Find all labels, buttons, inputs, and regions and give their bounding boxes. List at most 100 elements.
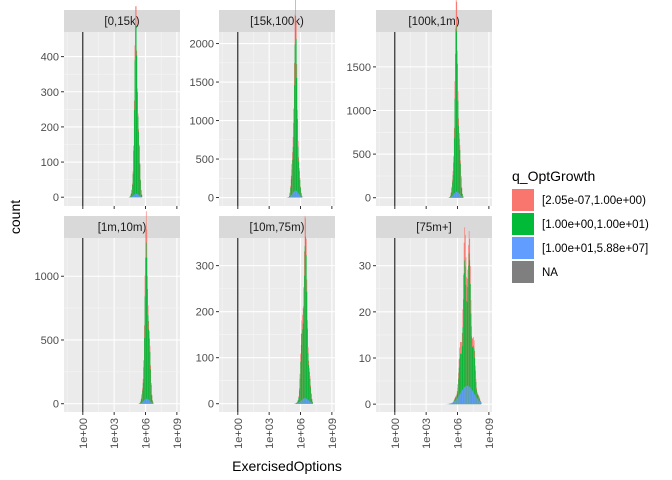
histogram-bar xyxy=(142,390,143,404)
histogram-bar xyxy=(472,391,474,405)
histogram-bar xyxy=(307,399,308,404)
histogram-bar xyxy=(305,398,307,404)
histogram-bar xyxy=(311,402,313,404)
histogram-bar xyxy=(297,191,298,198)
histogram-bar xyxy=(473,348,475,405)
histogram-bar xyxy=(469,260,471,405)
histogram-bar xyxy=(152,400,153,404)
histogram-bar xyxy=(304,398,306,404)
histogram-bar xyxy=(459,149,461,198)
histogram-bar xyxy=(471,389,472,405)
histogram-bar xyxy=(290,179,292,198)
histogram-bar xyxy=(296,77,298,198)
histogram-bar xyxy=(133,110,135,198)
histogram-bar xyxy=(301,195,303,198)
panel-background xyxy=(219,238,335,412)
facet-panel: [1m,10m) 0 500 1000 1e+00 1e+03 1e+06 1e+09 xyxy=(35,211,184,449)
legend-label: [1.00e+01,5.88e+07] xyxy=(542,243,648,255)
histogram-bar xyxy=(460,353,462,405)
legend-label: [2.05e-07,1.00e+00) xyxy=(542,195,646,207)
histogram-bar xyxy=(458,193,460,198)
histogram-bar xyxy=(147,399,149,404)
histogram-bar xyxy=(456,399,457,405)
histogram-bar xyxy=(296,191,298,198)
histogram-bar xyxy=(292,193,293,198)
histogram-bar xyxy=(293,123,295,198)
histogram-bar xyxy=(455,400,456,405)
histogram-bar xyxy=(298,193,300,198)
x-tick-label: 1e+00 xyxy=(390,418,402,449)
histogram-bar xyxy=(463,299,464,405)
histogram-bar xyxy=(131,190,133,198)
legend-key xyxy=(512,237,534,259)
histogram-bar xyxy=(462,197,464,198)
histogram-bar xyxy=(289,196,290,198)
x-tick-label: 1e+09 xyxy=(172,418,184,449)
y-tick-label: 2000 xyxy=(190,39,214,51)
histogram-bar xyxy=(455,192,456,198)
histogram-bar xyxy=(463,387,465,405)
histogram-bar xyxy=(311,399,313,404)
y-tick-label: 30 xyxy=(359,261,371,273)
histogram-bar xyxy=(474,394,476,405)
histogram-bar xyxy=(460,194,461,198)
histogram-bar xyxy=(296,402,298,404)
histogram-bar xyxy=(152,403,154,404)
histogram-bar xyxy=(139,195,141,198)
y-tick-label: 1500 xyxy=(347,62,371,74)
y-tick-label: 500 xyxy=(196,154,214,166)
histogram-bar xyxy=(140,399,142,404)
histogram-bar xyxy=(294,85,295,198)
histogram-bar xyxy=(458,378,459,405)
histogram-bar xyxy=(475,395,476,405)
histogram-bar xyxy=(137,92,138,198)
histogram-bar xyxy=(290,195,292,198)
histogram-bar xyxy=(476,389,477,405)
histogram-bar xyxy=(305,255,307,404)
histogram-bar xyxy=(140,180,141,198)
histogram-bar xyxy=(466,300,467,405)
histogram-bar xyxy=(480,402,482,405)
histogram-bar xyxy=(456,191,458,198)
histogram-bar xyxy=(294,191,295,198)
histogram-bar xyxy=(297,402,299,404)
x-tick-label: 1e+06 xyxy=(141,418,153,449)
histogram-bar xyxy=(475,370,476,405)
legend-title: q_OptGrowth xyxy=(512,168,595,184)
histogram-bar xyxy=(478,400,480,405)
histogram-bar xyxy=(312,403,313,404)
histogram-bar xyxy=(464,386,466,405)
histogram-bar xyxy=(450,193,452,198)
histogram-bar xyxy=(452,182,453,198)
histogram-bar xyxy=(304,275,305,404)
histogram-bar xyxy=(460,177,462,198)
histogram-bar xyxy=(150,369,151,404)
histogram-bar xyxy=(149,400,150,404)
histogram-bar xyxy=(465,284,467,405)
histogram-bar xyxy=(135,25,136,198)
histogram-bar xyxy=(463,388,464,405)
histogram-bar xyxy=(306,291,308,404)
histogram-bar xyxy=(310,401,311,404)
histogram-bar xyxy=(460,163,461,198)
histogram-bar xyxy=(473,392,474,405)
histogram-bar xyxy=(294,44,296,198)
y-tick-label: 300 xyxy=(41,87,59,99)
histogram-bar xyxy=(136,193,138,198)
histogram-bar xyxy=(299,195,301,198)
histogram-bar xyxy=(303,305,305,404)
histogram-bar xyxy=(305,398,306,404)
panel-background xyxy=(376,32,492,206)
x-tick-label: 1e+00 xyxy=(78,418,90,449)
histogram-bar xyxy=(147,315,149,404)
histogram-bar xyxy=(459,194,461,198)
histogram-bar xyxy=(298,397,300,404)
histogram-bar xyxy=(136,55,138,198)
histogram-bar xyxy=(456,398,458,405)
histogram-bar xyxy=(457,192,459,198)
histogram-bar xyxy=(299,378,301,404)
histogram-bar xyxy=(471,336,472,405)
histogram-bar xyxy=(450,195,451,198)
histogram-bar xyxy=(297,400,299,404)
histogram-bar xyxy=(469,386,471,405)
